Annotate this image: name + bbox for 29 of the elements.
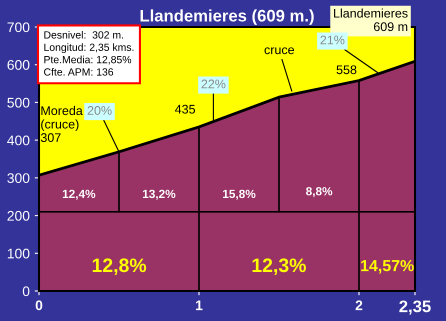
chart-title: Llandemieres (609 m.) bbox=[140, 9, 314, 25]
annotation: 13,2% bbox=[142, 190, 176, 200]
y-tick-label: 200 bbox=[8, 210, 30, 221]
y-tick-label: 0 bbox=[22, 286, 30, 296]
x-tick-label: 2,35 bbox=[399, 300, 431, 315]
y-tick-label: 500 bbox=[7, 98, 30, 108]
y-tick-label: 400 bbox=[7, 135, 30, 146]
annotation: 435 bbox=[174, 104, 196, 114]
y-tick-label: 700 bbox=[8, 22, 30, 32]
x-tick-label: 2 bbox=[356, 300, 362, 310]
annotation: cruce bbox=[264, 47, 294, 54]
annotation: 22% bbox=[202, 80, 226, 88]
y-tick-label: 100 bbox=[8, 248, 30, 258]
annotation: 12,4% bbox=[62, 190, 96, 200]
annotation: 12,3% bbox=[252, 258, 306, 276]
x-tick-label: 0 bbox=[36, 300, 42, 310]
annotation: 20% bbox=[88, 106, 112, 115]
annotation: 21% bbox=[320, 36, 344, 44]
annotation: 14,57% bbox=[361, 260, 414, 274]
annotation: 15,8% bbox=[223, 190, 256, 200]
x-tick-label: 1 bbox=[196, 300, 202, 310]
annotation: Moreda (cruce) 307 bbox=[40, 106, 83, 142]
annotation: Desnivel: 302 m. Longitud: 2,35 kms. Pte.Media: 12,85% Cfte. APM: 136 bbox=[44, 30, 134, 76]
annotation: Llandemieres 609 m bbox=[334, 8, 408, 32]
y-tick-label: 300 bbox=[7, 173, 30, 184]
annotation: 12,8% bbox=[92, 258, 146, 276]
y-tick-label: 600 bbox=[8, 60, 30, 70]
annotation: 8,8% bbox=[306, 187, 332, 198]
annotation: 558 bbox=[336, 65, 356, 74]
